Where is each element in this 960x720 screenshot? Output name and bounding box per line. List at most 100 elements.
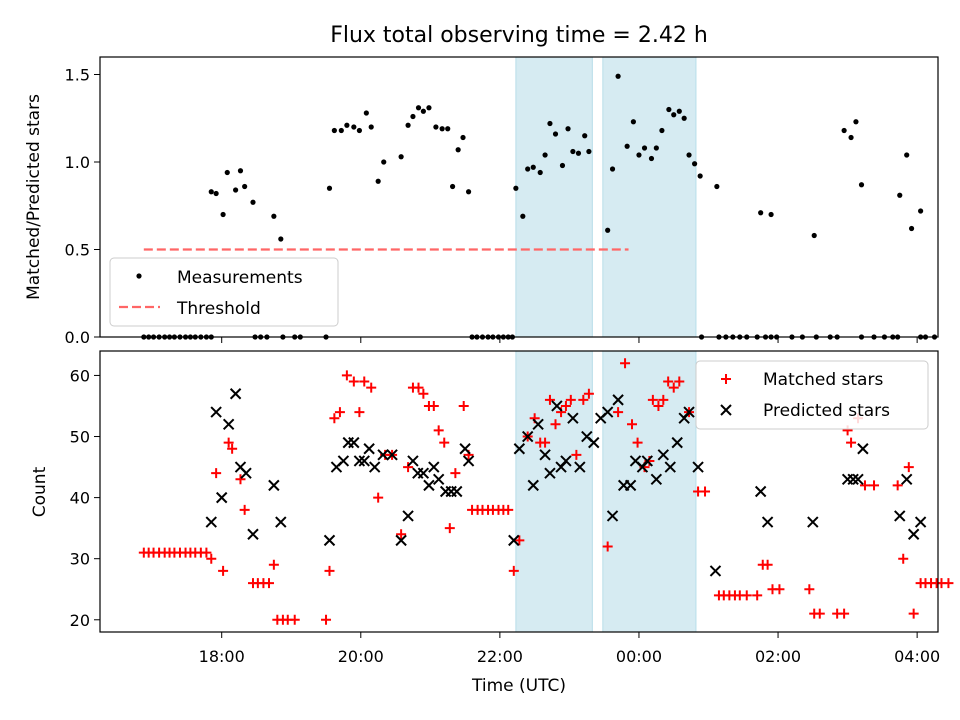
predicted-star-point — [544, 467, 556, 479]
matched-star-point — [439, 437, 450, 448]
matched-star-point — [206, 553, 217, 564]
matched-star-point — [752, 590, 763, 601]
matched-star-point — [908, 608, 919, 619]
bottom-y-tick-label: 50 — [70, 428, 90, 447]
predicted-star-point — [386, 449, 398, 461]
measurement-point — [609, 166, 616, 172]
predicted-star-point — [539, 449, 551, 461]
measurement-point — [586, 148, 592, 155]
predicted-star-point — [358, 455, 370, 467]
matched-star-point — [544, 394, 555, 405]
measurement-point — [853, 119, 859, 125]
matched-star-point — [324, 565, 335, 576]
measurement-point — [331, 127, 337, 134]
predicted-star-point — [229, 388, 242, 400]
matched-star-point — [741, 590, 752, 601]
matched-star-point — [839, 608, 850, 619]
matched-star-point — [653, 400, 664, 411]
predicted-star-point — [650, 473, 663, 485]
matched-star-point — [341, 370, 352, 381]
matched-star-point — [403, 462, 414, 473]
predicted-star-point — [692, 461, 704, 473]
x-tick-label: 04:00 — [894, 647, 940, 666]
predicted-star-point — [363, 443, 375, 455]
predicted-star-point — [907, 528, 920, 540]
predicted-star-point — [451, 485, 463, 498]
predicted-star-point — [407, 455, 419, 467]
measurement-point — [344, 122, 350, 128]
matched-star-point — [514, 535, 525, 546]
measurement-point — [405, 122, 411, 128]
predicted-star-point — [847, 473, 859, 485]
matched-star-point — [658, 394, 669, 405]
predicted-star-point — [612, 394, 624, 406]
matched-star-point — [632, 437, 643, 448]
top-y-tick-label: 0.0 — [65, 328, 90, 347]
matched-star-point — [227, 443, 238, 454]
measurement-point — [691, 161, 698, 167]
observing-window-2 — [602, 56, 697, 338]
matched-star-point — [762, 559, 773, 570]
matched-star-point — [239, 504, 250, 515]
measurement-point — [381, 159, 387, 165]
legend-predicted-label: Predicted stars — [763, 401, 890, 421]
top-legend-box — [109, 257, 339, 327]
matched-star-point — [396, 529, 407, 540]
measurement-point — [858, 182, 865, 188]
measurement-point — [918, 208, 924, 214]
matched-star-point — [450, 468, 461, 479]
measurement-point — [326, 185, 333, 191]
bottom-y-tick-label: 40 — [70, 489, 90, 508]
predicted-star-point — [894, 510, 906, 522]
measurement-point — [220, 211, 226, 218]
matched-star-point — [428, 400, 439, 411]
measurement-point — [624, 143, 630, 149]
predicted-star-point — [222, 418, 235, 431]
measurement-point — [641, 145, 648, 151]
x-axis-label: Time (UTC) — [471, 676, 566, 696]
measurement-point — [278, 236, 284, 242]
measurement-point — [271, 213, 277, 219]
predicted-star-point — [761, 516, 774, 528]
matched-star-point — [211, 468, 222, 479]
top-legend: Measurements Threshold — [109, 257, 339, 327]
top-y-tick-label: 0.5 — [65, 241, 90, 260]
predicted-star-point — [368, 461, 381, 473]
x-axis-ticks: 18:00 20:00 22:00 00:00 02:00 04:00 — [199, 632, 940, 666]
predicted-star-point — [459, 443, 471, 455]
predicted-star-point — [210, 406, 222, 418]
measurement-point — [426, 105, 432, 111]
observing-window-1 — [515, 350, 593, 633]
measurement-point — [841, 127, 847, 134]
predicted-star-point — [532, 418, 544, 431]
bottom-y-tick-label: 60 — [70, 366, 90, 385]
matched-star-point — [578, 394, 589, 405]
matched-star-point — [602, 541, 613, 552]
predicted-star-point — [247, 528, 259, 540]
matched-star-point — [444, 523, 455, 534]
measurement-point — [208, 189, 214, 195]
predicted-star-point — [551, 400, 563, 412]
measurement-point — [547, 120, 553, 127]
matched-star-point — [433, 425, 444, 436]
predicted-star-point — [275, 516, 287, 528]
matched-star-point — [354, 407, 365, 418]
matched-star-point — [289, 614, 300, 625]
predicted-star-point — [353, 455, 366, 467]
matched-star-point — [550, 419, 561, 430]
predicted-star-point — [462, 455, 475, 467]
predicted-star-point — [709, 565, 722, 577]
bottom-axis-ticks: 20 30 40 50 60 — [70, 366, 100, 630]
matched-star-point — [366, 382, 377, 393]
matched-star-point — [565, 394, 576, 405]
predicted-star-point — [445, 485, 457, 498]
measurement-point — [224, 169, 230, 176]
top-y-axis-label: Matched/Predicted stars — [24, 94, 44, 300]
predicted-star-point — [588, 436, 600, 449]
x-tick-label: 20:00 — [338, 647, 384, 666]
measurement-point — [570, 148, 576, 155]
matched-star-point — [846, 437, 857, 448]
matched-star-point — [613, 407, 624, 418]
predicted-star-point — [337, 455, 350, 467]
matched-star-point — [218, 565, 229, 576]
